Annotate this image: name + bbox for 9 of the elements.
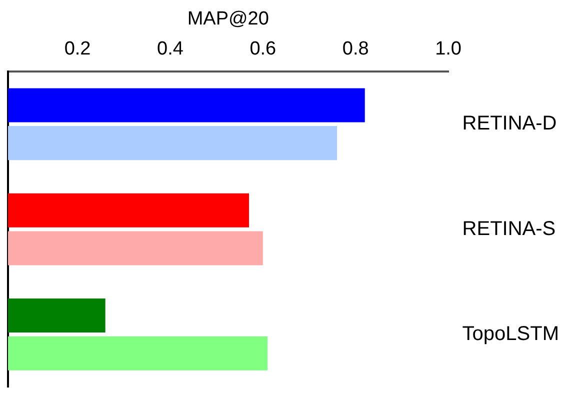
x-tick-label: 0.8 (342, 38, 369, 60)
y-tick-label: RETINA-S (462, 218, 556, 240)
x-tick-label: 0.4 (157, 38, 184, 60)
x-axis-title: MAP@20 (187, 8, 269, 30)
x-tick-label: 0.2 (64, 38, 91, 60)
y-tick-label: TopoLSTM (462, 322, 560, 345)
x-tick-label: 1.0 (435, 38, 462, 60)
y-tick-label: RETINA-D (462, 112, 557, 135)
x-tick-label: 0.6 (250, 38, 276, 60)
